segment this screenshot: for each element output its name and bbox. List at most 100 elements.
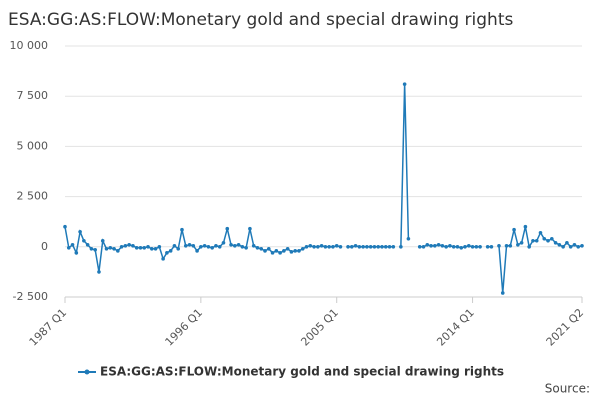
data-point xyxy=(233,243,237,248)
data-point xyxy=(429,243,433,248)
data-point xyxy=(214,243,218,248)
data-point xyxy=(504,243,509,248)
data-point xyxy=(108,246,113,250)
data-point xyxy=(297,249,301,253)
data-point xyxy=(225,226,230,231)
data-point xyxy=(455,245,460,249)
data-point xyxy=(134,246,139,250)
data-point xyxy=(131,243,135,248)
data-point xyxy=(553,240,558,245)
data-point xyxy=(180,227,184,232)
data-point xyxy=(565,240,569,245)
data-point xyxy=(459,246,464,250)
data-point xyxy=(240,245,245,249)
data-point xyxy=(519,240,524,245)
legend-label: ESA:GG:AS:FLOW:Monetary gold and special… xyxy=(100,365,504,379)
data-point xyxy=(319,243,324,248)
data-point xyxy=(561,245,565,249)
data-point xyxy=(421,245,426,249)
data-point xyxy=(568,245,573,249)
data-point xyxy=(183,243,188,248)
data-point xyxy=(157,245,162,249)
data-point xyxy=(474,245,479,249)
data-point xyxy=(557,242,562,247)
data-point xyxy=(376,245,381,249)
data-point xyxy=(142,246,147,250)
x-tick-label: 2021 Q2 xyxy=(544,306,587,349)
data-point xyxy=(168,249,173,253)
data-point xyxy=(112,247,116,251)
data-point xyxy=(531,238,535,243)
source: Source: xyxy=(545,382,590,396)
data-point xyxy=(497,243,501,248)
data-point xyxy=(285,247,290,251)
y-tick-label: 5 000 xyxy=(17,139,49,152)
data-point xyxy=(116,249,120,253)
data-point xyxy=(195,249,199,253)
data-point xyxy=(74,251,79,255)
data-point xyxy=(361,245,365,249)
data-point xyxy=(523,224,528,229)
data-point xyxy=(542,236,547,241)
data-point xyxy=(300,247,305,251)
data-point xyxy=(308,243,313,248)
data-point xyxy=(202,243,207,248)
x-tick-label: 2014 Q1 xyxy=(434,306,477,349)
y-tick-label: 0 xyxy=(41,240,48,253)
data-point xyxy=(293,249,297,253)
data-point xyxy=(259,247,264,251)
data-point xyxy=(485,245,490,249)
data-point xyxy=(78,229,82,234)
data-point xyxy=(146,245,150,249)
data-point xyxy=(572,242,577,247)
y-tick-label: -2 500 xyxy=(13,290,48,303)
data-point xyxy=(323,245,328,249)
data-point xyxy=(217,245,222,249)
data-point xyxy=(350,245,354,249)
data-point xyxy=(210,246,214,250)
data-point xyxy=(161,257,165,261)
data-point xyxy=(93,248,97,252)
data-point xyxy=(368,245,373,249)
data-point xyxy=(149,247,154,251)
data-point xyxy=(383,245,388,249)
chart-title: ESA:GG:AS:FLOW:Monetary gold and special… xyxy=(8,10,513,30)
data-point xyxy=(282,249,286,253)
data-point xyxy=(165,251,169,255)
data-point xyxy=(417,245,422,249)
x-tick-label: 2005 Q1 xyxy=(298,306,341,349)
y-tick-label: 7 500 xyxy=(17,89,49,102)
data-point xyxy=(244,246,248,250)
data-point xyxy=(70,242,75,247)
data-point xyxy=(402,82,407,86)
data-point xyxy=(172,243,177,248)
data-point xyxy=(346,245,350,249)
data-point xyxy=(463,245,467,249)
data-point xyxy=(123,243,128,248)
data-point xyxy=(327,245,331,249)
data-point xyxy=(391,245,396,249)
legend-marker xyxy=(84,369,90,375)
data-point xyxy=(387,245,392,249)
data-point xyxy=(444,245,448,249)
data-point xyxy=(512,227,516,232)
data-point xyxy=(85,242,90,247)
data-point xyxy=(372,245,377,249)
data-point xyxy=(433,243,437,248)
data-point xyxy=(221,240,226,245)
data-point xyxy=(550,236,554,241)
data-point xyxy=(104,247,109,251)
data-point xyxy=(357,245,362,249)
data-point xyxy=(199,245,203,249)
data-point xyxy=(153,247,158,251)
x-tick-label: 1987 Q1 xyxy=(27,306,70,349)
data-point xyxy=(508,243,513,248)
data-point xyxy=(97,270,101,274)
data-point xyxy=(63,224,67,229)
data-point xyxy=(176,247,181,251)
data-point xyxy=(470,245,475,249)
series-line xyxy=(64,84,583,294)
data-point xyxy=(399,245,403,249)
data-point xyxy=(278,251,282,255)
